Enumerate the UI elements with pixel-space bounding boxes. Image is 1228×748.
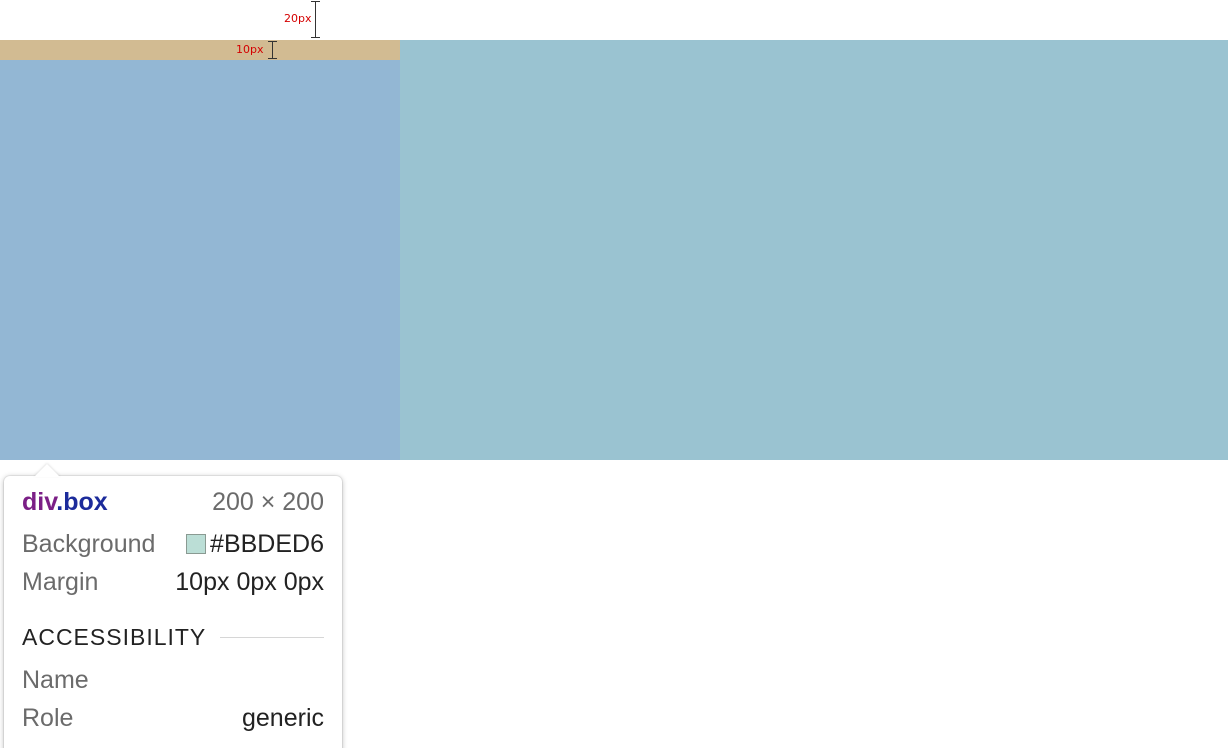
role-row: Role generic — [22, 704, 324, 733]
margin-label: Margin — [22, 568, 99, 596]
margin-value: 10px 0px 0px — [175, 568, 324, 596]
element-dimensions: 200 × 200 — [212, 488, 324, 516]
tooltip-header: div.box 200 × 200 — [22, 488, 324, 517]
role-label: Role — [22, 704, 74, 732]
color-swatch — [186, 534, 207, 554]
inner-margin-label: 10px — [236, 43, 264, 56]
inner-margin-measure: 10px — [0, 0, 277, 59]
accessibility-heading: ACCESSIBILITY — [22, 624, 207, 650]
background-value: #BBDED6 — [210, 530, 324, 558]
element-tag: div — [22, 488, 57, 516]
inspector-tooltip: div.box 200 × 200 Background #BBDED6 Mar… — [4, 464, 342, 748]
background-value-wrap: #BBDED6 — [186, 530, 324, 559]
role-value: generic — [242, 704, 324, 732]
container-highlight — [400, 40, 1228, 460]
tooltip-arrow — [34, 464, 60, 477]
outer-margin-measure: 20px — [0, 0, 320, 38]
accessibility-section-heading: ACCESSIBILITY — [22, 624, 324, 651]
box-highlight — [0, 60, 400, 460]
element-selector: div.box — [22, 488, 108, 517]
background-label: Background — [22, 530, 156, 558]
margin-highlight — [0, 40, 400, 60]
margin-row: Margin 10px 0px 0px — [22, 568, 324, 597]
outer-margin-label: 20px — [284, 12, 312, 25]
section-divider — [220, 637, 324, 638]
element-class: .box — [56, 488, 108, 516]
name-label: Name — [22, 666, 89, 694]
name-row: Name — [22, 666, 324, 695]
background-row: Background #BBDED6 — [22, 530, 324, 559]
